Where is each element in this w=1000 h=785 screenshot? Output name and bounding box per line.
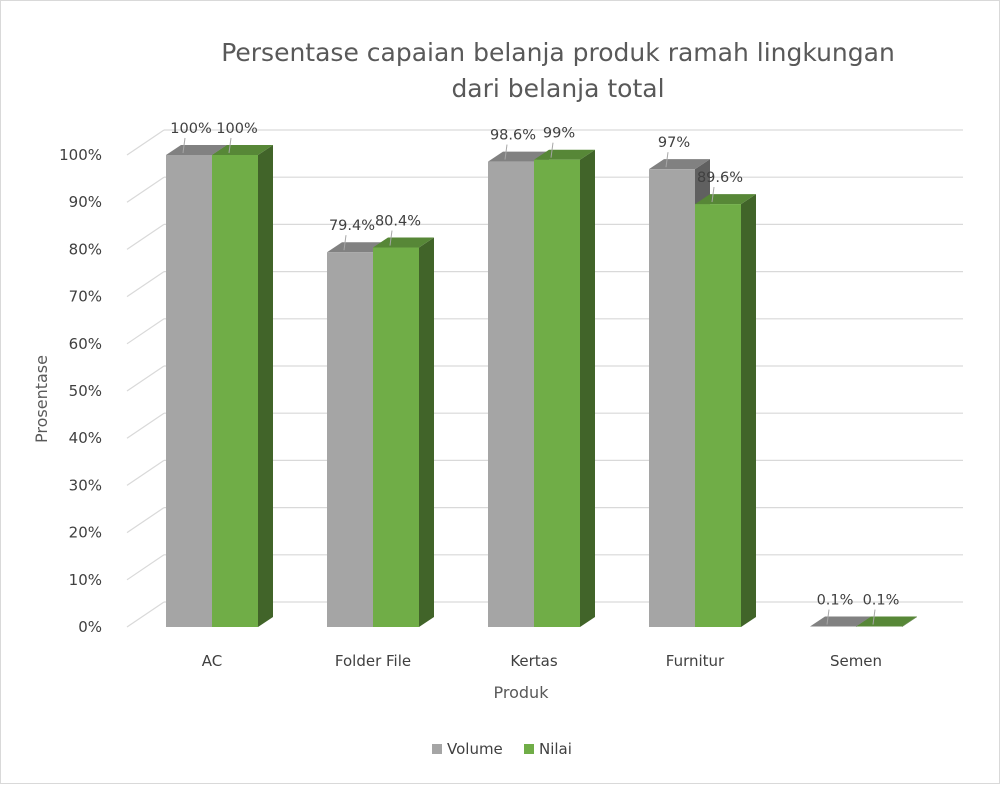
bar-front bbox=[212, 155, 258, 627]
data-labels: 100% 100% 79.4% 80.4% 98.6% 99% 97% 89.6% 0.1% 0.… bbox=[170, 121, 899, 625]
gridline-side bbox=[126, 129, 165, 156]
bar-nilai-ac bbox=[212, 145, 273, 627]
legend-swatch-volume bbox=[432, 744, 442, 754]
y-tick-label: 70% bbox=[69, 288, 102, 306]
gridline-side bbox=[126, 554, 165, 581]
y-tick-label: 20% bbox=[69, 524, 102, 542]
bars bbox=[166, 145, 917, 627]
y-axis-ticks: 0% 10% 20% 30% 40% 50% 60% 70% 80% 90% 100% bbox=[59, 146, 102, 636]
y-tick-label: 40% bbox=[69, 429, 102, 447]
legend: Volume Nilai bbox=[432, 740, 572, 758]
bar-top bbox=[166, 145, 227, 155]
data-label: 0.1% bbox=[863, 593, 900, 609]
x-tick-label: Semen bbox=[830, 652, 882, 670]
gridline-side bbox=[126, 412, 165, 439]
data-label: 98.6% bbox=[490, 128, 536, 144]
data-label: 97% bbox=[658, 135, 690, 151]
bar-top bbox=[856, 616, 917, 627]
bar-top bbox=[695, 194, 756, 205]
y-tick-label: 90% bbox=[69, 193, 102, 211]
gridline-side bbox=[126, 271, 165, 298]
chart-title: Persentase capaian belanja produk ramah … bbox=[221, 38, 895, 103]
leader-line bbox=[872, 609, 876, 625]
x-tick-label: Furnitur bbox=[666, 652, 725, 670]
data-label: 79.4% bbox=[329, 218, 375, 234]
data-label: 100% bbox=[170, 121, 211, 137]
data-label: 80.4% bbox=[375, 214, 421, 230]
leader-line bbox=[182, 137, 186, 154]
x-axis-ticks: AC Folder File Kertas Furnitur Semen bbox=[202, 652, 882, 670]
leader-line bbox=[826, 609, 830, 625]
chart-title-line-2: dari belanja total bbox=[451, 74, 664, 103]
bar-nilai-kertas bbox=[534, 149, 595, 627]
x-tick-label: Kertas bbox=[510, 652, 558, 670]
legend-swatch-nilai bbox=[524, 744, 534, 754]
bar-top bbox=[534, 149, 595, 160]
y-axis-title: Prosentase bbox=[32, 355, 51, 443]
data-label: 89.6% bbox=[697, 170, 743, 186]
bar-side bbox=[741, 194, 756, 627]
y-tick-label: 10% bbox=[69, 571, 102, 589]
bar-front bbox=[695, 204, 741, 627]
leader-line bbox=[550, 142, 554, 158]
bar-front bbox=[166, 155, 212, 627]
bar-top bbox=[649, 159, 710, 170]
gridline-side bbox=[126, 601, 165, 628]
bar-front bbox=[649, 169, 695, 627]
leader-line bbox=[228, 137, 232, 154]
x-tick-label: Folder File bbox=[335, 652, 411, 670]
bar-front bbox=[488, 161, 534, 627]
y-tick-label: 100% bbox=[59, 146, 102, 164]
bar-side bbox=[258, 145, 273, 627]
y-tick-label: 60% bbox=[69, 335, 102, 353]
x-axis-title: Produk bbox=[494, 683, 550, 702]
data-label: 0.1% bbox=[817, 593, 854, 609]
leader-line bbox=[389, 230, 393, 246]
bar-nilai-semen bbox=[856, 616, 917, 627]
bar-top bbox=[488, 151, 549, 162]
x-tick-label: AC bbox=[202, 652, 222, 670]
bar-side bbox=[580, 149, 595, 627]
y-tick-label: 80% bbox=[69, 240, 102, 258]
gridline-side bbox=[126, 507, 165, 534]
gridline-side bbox=[126, 318, 165, 345]
y-tick-label: 30% bbox=[69, 476, 102, 494]
leader-line bbox=[343, 235, 347, 251]
bar-side bbox=[419, 237, 434, 627]
legend-label-nilai: Nilai bbox=[539, 740, 572, 758]
gridline-side bbox=[126, 176, 165, 203]
bar-front bbox=[373, 247, 419, 627]
bar-front bbox=[534, 159, 580, 627]
data-label: 99% bbox=[543, 126, 575, 142]
leader-line bbox=[665, 152, 669, 168]
bar-nilai-folder-file bbox=[373, 237, 434, 627]
legend-label-volume: Volume bbox=[447, 740, 503, 758]
gridline-side bbox=[126, 223, 165, 250]
bar-nilai-furnitur bbox=[695, 194, 756, 627]
bar-front bbox=[327, 252, 373, 627]
leader-line bbox=[711, 187, 715, 203]
data-label: 100% bbox=[216, 121, 257, 137]
bar-top bbox=[327, 242, 388, 253]
bar-side bbox=[902, 616, 917, 627]
chart-title-line-1: Persentase capaian belanja produk ramah … bbox=[221, 38, 895, 67]
bar-top bbox=[810, 616, 871, 627]
bar-top bbox=[212, 145, 273, 155]
y-tick-label: 0% bbox=[78, 618, 102, 636]
bar-top bbox=[373, 237, 434, 248]
y-tick-label: 50% bbox=[69, 382, 102, 400]
gridline-side bbox=[126, 365, 165, 392]
leader-line bbox=[504, 144, 508, 160]
gridline-side bbox=[126, 459, 165, 486]
